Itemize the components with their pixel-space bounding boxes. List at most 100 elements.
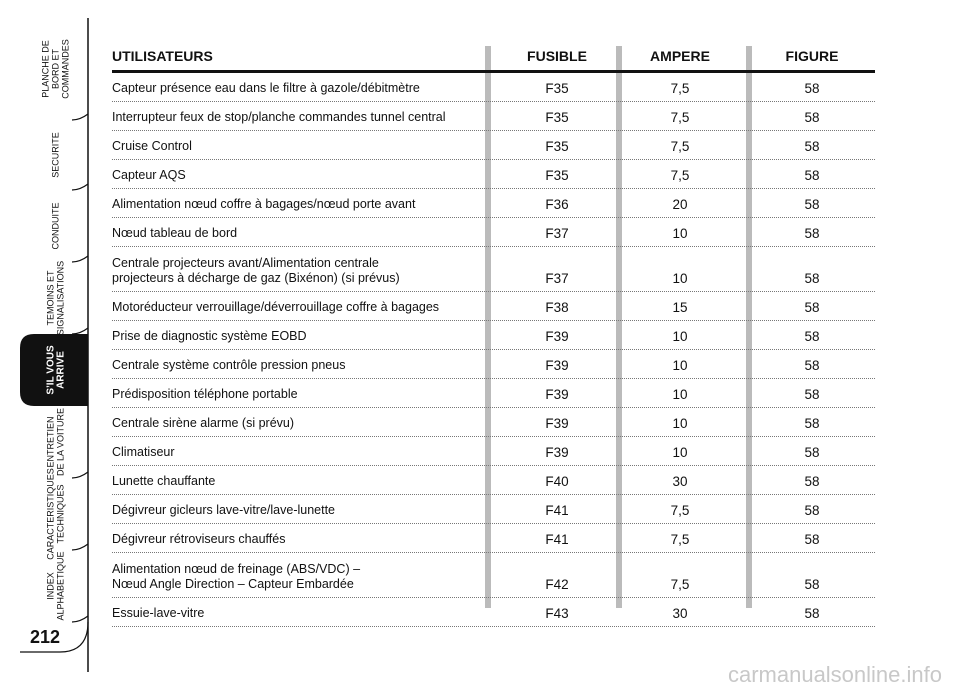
table-cell: F39 bbox=[545, 416, 569, 431]
table-cell: 58 bbox=[804, 503, 820, 518]
table-cell: 10 bbox=[672, 358, 688, 373]
table-cell: F35 bbox=[545, 139, 569, 154]
header-cell: FUSIBLE bbox=[527, 48, 587, 64]
tab-label: CARACTERISTIQUES bbox=[45, 468, 55, 560]
table-cell: F36 bbox=[545, 197, 569, 212]
tab-separator bbox=[71, 255, 89, 263]
table-cell: F40 bbox=[545, 474, 569, 489]
table-cell: Interrupteur feux de stop/planche comman… bbox=[112, 110, 446, 124]
watermark: carmanualsonline.info bbox=[727, 662, 942, 687]
tab-label: TEMOINS ET bbox=[45, 270, 55, 326]
table-cell: 30 bbox=[672, 474, 688, 489]
table-cell: 10 bbox=[672, 387, 688, 402]
table-cell: 58 bbox=[804, 110, 820, 125]
tab-label: ARRIVE bbox=[56, 351, 67, 389]
tab-label: BORD ET bbox=[50, 49, 60, 90]
table-cell: 10 bbox=[672, 271, 688, 286]
table-cell: 10 bbox=[672, 416, 688, 431]
table-cell: Capteur présence eau dans le filtre à ga… bbox=[112, 81, 420, 95]
table-row: Centrale système contrôle pression pneus… bbox=[112, 350, 875, 379]
table-cell: 7,5 bbox=[670, 168, 690, 183]
sidebar: PLANCHE DE BORD ET COMMANDES SECURITE CONDUI… bbox=[20, 18, 89, 672]
header-cell: AMPERE bbox=[650, 48, 710, 64]
table-cell: 7,5 bbox=[670, 532, 690, 547]
table-row: Prise de diagnostic système EOBD F39 10 58 bbox=[112, 321, 875, 350]
table-cell: Prise de diagnostic système EOBD bbox=[112, 329, 307, 343]
table-cell: F37 bbox=[545, 271, 569, 286]
table-row: Essuie-lave-vitre F43 30 58 bbox=[112, 598, 875, 627]
table-cell: Centrale projecteurs avant/Alimentation … bbox=[112, 256, 400, 285]
table-cell: 58 bbox=[804, 139, 820, 154]
active-tab-bg bbox=[20, 334, 88, 406]
table-cell: 58 bbox=[804, 532, 820, 547]
header-row: UTILISATEURS FUSIBLE AMPERE FIGURE bbox=[112, 44, 875, 73]
table-cell: 58 bbox=[804, 271, 820, 286]
page-number-tab bbox=[20, 621, 89, 653]
table-cell: 58 bbox=[804, 416, 820, 431]
tab-separator bbox=[71, 113, 89, 121]
sidebar-tab[interactable]: S’IL VOUS ARRIVE bbox=[20, 334, 88, 406]
header-cell: UTILISATEURS bbox=[112, 48, 213, 64]
table-cell: Dégivreur rétroviseurs chauffés bbox=[112, 532, 286, 546]
table-cell: Alimentation nœud coffre à bagages/nœud … bbox=[112, 197, 416, 211]
column-divider bbox=[616, 46, 622, 608]
table-row: Dégivreur rétroviseurs chauffés F41 7,5 58 bbox=[112, 524, 875, 553]
tab-label: COMMANDES bbox=[60, 39, 70, 99]
table-cell: F42 bbox=[545, 577, 569, 592]
column-divider bbox=[746, 46, 752, 608]
table-cell: 7,5 bbox=[670, 81, 690, 96]
table-row: Alimentation nœud de freinage (ABS/VDC) … bbox=[112, 553, 875, 598]
column-divider bbox=[485, 46, 491, 608]
table-row: Motoréducteur verrouillage/déverrouillag… bbox=[112, 292, 875, 321]
table-row: Nœud tableau de bord F37 10 58 bbox=[112, 218, 875, 247]
table-row: Climatiseur F39 10 58 bbox=[112, 437, 875, 466]
table-cell: F35 bbox=[545, 110, 569, 125]
table-row: Dégivreur gicleurs lave-vitre/lave-lunet… bbox=[112, 495, 875, 524]
tab-label: DE LA VOITURE bbox=[55, 408, 65, 476]
table-row: Interrupteur feux de stop/planche comman… bbox=[112, 102, 875, 131]
sidebar-tab[interactable]: INDEX ALPHABETIQUE bbox=[45, 551, 89, 623]
tab-label: SECURITE bbox=[50, 132, 60, 178]
table-cell: Centrale système contrôle pression pneus bbox=[112, 358, 346, 372]
table-cell: F39 bbox=[545, 445, 569, 460]
table-row: Alimentation nœud coffre à bagages/nœud … bbox=[112, 189, 875, 218]
table-row: Cruise Control F35 7,5 58 bbox=[112, 131, 875, 160]
table-row: Centrale projecteurs avant/Alimentation … bbox=[112, 247, 875, 292]
table-cell: 20 bbox=[672, 197, 688, 212]
table-cell: Essuie-lave-vitre bbox=[112, 606, 205, 620]
sidebar-tab[interactable]: CARACTERISTIQUES TECHNIQUES bbox=[45, 468, 89, 560]
table-cell: F39 bbox=[545, 358, 569, 373]
fuse-table: UTILISATEURS FUSIBLE AMPERE FIGURE Capteur p… bbox=[112, 44, 875, 627]
table-cell: Cruise Control bbox=[112, 139, 192, 153]
tab-label: ENTRETIEN bbox=[45, 416, 55, 467]
table-cell: 58 bbox=[804, 168, 820, 183]
table-cell: 58 bbox=[804, 606, 820, 621]
table-cell: 58 bbox=[804, 358, 820, 373]
tab-label: INDEX bbox=[45, 572, 55, 600]
table-cell: Prédisposition téléphone portable bbox=[112, 387, 298, 401]
table-cell: 7,5 bbox=[670, 110, 690, 125]
table-cell: F38 bbox=[545, 300, 569, 315]
header-cell: FIGURE bbox=[785, 48, 839, 64]
table-cell: 58 bbox=[804, 300, 820, 315]
sidebar-tab[interactable]: ENTRETIEN DE LA VOITURE bbox=[45, 408, 89, 479]
table-cell: 58 bbox=[804, 474, 820, 489]
table-cell: 58 bbox=[804, 197, 820, 212]
table-cell: Dégivreur gicleurs lave-vitre/lave-lunet… bbox=[112, 503, 336, 517]
table-cell: F35 bbox=[545, 168, 569, 183]
table-row: Capteur AQS F35 7,5 58 bbox=[112, 160, 875, 189]
table-cell: 58 bbox=[804, 387, 820, 402]
table-cell: Alimentation nœud de freinage (ABS/VDC) … bbox=[112, 562, 361, 591]
table-row: Prédisposition téléphone portable F39 10 58 bbox=[112, 379, 875, 408]
table-row: Lunette chauffante F40 30 58 bbox=[112, 466, 875, 495]
table-cell: 58 bbox=[804, 226, 820, 241]
table-cell: 58 bbox=[804, 445, 820, 460]
sidebar-tab[interactable]: TEMOINS ET SIGNALISATIONS bbox=[45, 261, 89, 335]
table-cell: 58 bbox=[804, 329, 820, 344]
tab-label: PLANCHE DE bbox=[40, 40, 50, 98]
sidebar-tab[interactable]: CONDUITE bbox=[50, 203, 89, 263]
table-cell: Nœud tableau de bord bbox=[112, 226, 238, 240]
sidebar-tab[interactable]: SECURITE bbox=[50, 132, 89, 191]
sidebar-tab[interactable]: PLANCHE DE BORD ET COMMANDES bbox=[40, 39, 89, 121]
